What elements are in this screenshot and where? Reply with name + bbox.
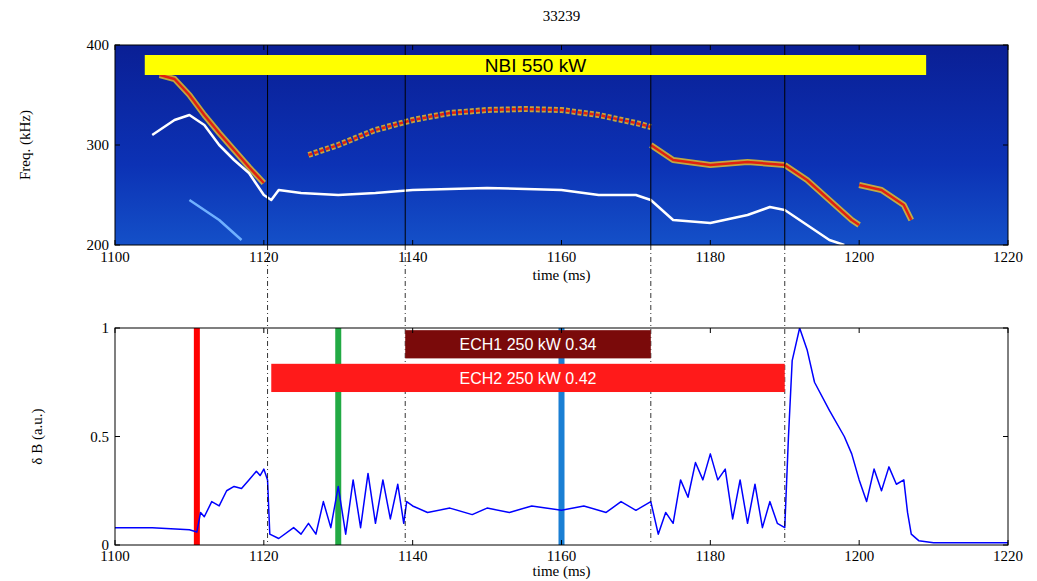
y-tick: [1003, 45, 1008, 46]
signal-line: [115, 328, 1008, 543]
x-tick: [710, 540, 711, 545]
x-tick: [263, 45, 264, 50]
x-tick-label: 1160: [547, 249, 576, 265]
y-tick-label: 0: [102, 537, 110, 553]
heating-band: [145, 55, 926, 75]
x-tick-label: 1200: [844, 249, 874, 265]
time-marker: [559, 328, 565, 545]
mode-trace: [160, 75, 264, 183]
band-label: NBI 550 kW: [485, 55, 586, 76]
time-marker: [335, 328, 341, 545]
x-tick: [710, 45, 711, 50]
x-tick: [561, 540, 562, 545]
x-tick: [115, 540, 116, 545]
x-tick: [412, 540, 413, 545]
y-tick: [1003, 145, 1008, 146]
y-tick-label: 1: [102, 320, 110, 336]
phase-divider: [405, 245, 406, 545]
band-label: ECH2 250 kW 0.42: [460, 370, 597, 387]
x-tick: [561, 328, 562, 333]
x-tick: [710, 240, 711, 245]
y-tick-label: 200: [87, 237, 110, 253]
x-tick: [412, 240, 413, 245]
heating-band: [405, 330, 651, 358]
y-axis-title: Freq. (kHz): [17, 110, 34, 180]
phase-divider: [267, 245, 268, 545]
time-marker: [194, 328, 200, 545]
x-tick: [859, 328, 860, 333]
x-axis-title: time (ms): [533, 563, 591, 580]
y-tick: [115, 545, 120, 546]
y-tick: [1003, 245, 1008, 246]
x-tick: [263, 540, 264, 545]
y-tick-label: 0.5: [90, 429, 109, 445]
x-tick: [1008, 45, 1009, 50]
mode-trace: [308, 109, 650, 155]
x-tick: [859, 45, 860, 50]
x-tick: [710, 328, 711, 333]
x-tick-label: 1160: [547, 548, 576, 564]
mode-halo: [859, 185, 911, 220]
x-tick: [412, 328, 413, 333]
x-tick-label: 1140: [398, 548, 427, 564]
x-tick: [115, 240, 116, 245]
x-tick: [561, 240, 562, 245]
band-label: ECH1 250 kW 0.34: [460, 336, 597, 353]
plot-frame: [115, 328, 1008, 545]
x-tick: [263, 240, 264, 245]
x-tick-label: 1180: [696, 548, 725, 564]
chart-title: 33239: [543, 8, 581, 24]
x-tick-label: 1120: [249, 249, 278, 265]
x-tick: [561, 45, 562, 50]
x-tick-label: 1220: [993, 249, 1023, 265]
x-tick: [859, 240, 860, 245]
plot-area: [115, 45, 1008, 245]
x-tick: [1008, 328, 1009, 333]
heating-band: [271, 364, 784, 392]
mode-trace: [189, 200, 241, 240]
y-tick: [115, 245, 120, 246]
mode-trace: [651, 145, 785, 165]
y-tick-label: 300: [87, 137, 110, 153]
plot-area: [115, 328, 1008, 545]
y-tick-label: 400: [87, 37, 110, 53]
phase-divider: [650, 245, 651, 545]
x-tick-label: 1140: [398, 249, 427, 265]
x-tick: [1008, 540, 1009, 545]
x-tick: [859, 540, 860, 545]
mode-halo: [651, 145, 785, 165]
mode-trace: [859, 185, 911, 220]
x-tick-label: 1120: [249, 548, 278, 564]
y-tick: [1003, 436, 1008, 437]
x-tick: [115, 45, 116, 50]
mode-halo: [160, 75, 264, 183]
plot-frame: [115, 45, 1008, 245]
y-tick: [115, 436, 120, 437]
y-tick: [115, 45, 120, 46]
spectrogram-background: [115, 45, 1008, 245]
y-tick: [115, 328, 120, 329]
x-tick: [263, 328, 264, 333]
mode-trace: [152, 115, 844, 245]
mode-halo: [308, 109, 650, 155]
x-tick-label: 1180: [696, 249, 725, 265]
y-tick: [1003, 328, 1008, 329]
x-tick: [1008, 240, 1009, 245]
x-tick: [412, 45, 413, 50]
x-tick: [115, 328, 116, 333]
y-tick: [115, 145, 120, 146]
phase-divider: [784, 245, 785, 545]
x-tick-label: 1220: [993, 548, 1023, 564]
x-axis-title: time (ms): [533, 267, 591, 284]
figure: NBI 550 kW1100112011401160118012001220ti…: [0, 0, 1037, 581]
y-tick: [1003, 545, 1008, 546]
x-tick-label: 1200: [844, 548, 874, 564]
y-axis-title: δ B (a.u.): [29, 408, 46, 464]
